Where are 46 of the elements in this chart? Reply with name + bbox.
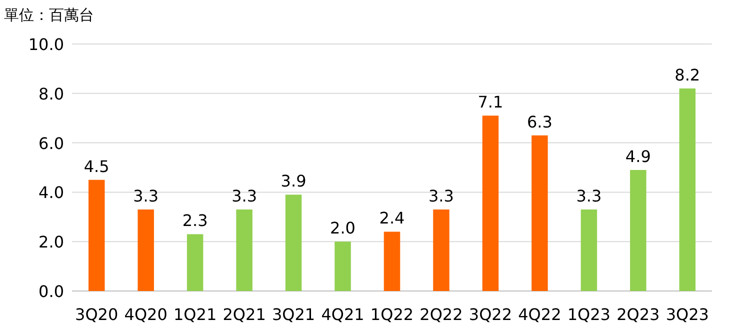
- x-tick-label: 2Q22: [420, 305, 463, 324]
- bar: [334, 242, 351, 291]
- data-label: 2.3: [182, 211, 208, 230]
- bar: [482, 116, 499, 291]
- bar: [433, 209, 450, 291]
- data-label: 3.3: [133, 186, 159, 206]
- bar: [532, 135, 548, 291]
- data-label: 4.9: [625, 146, 651, 166]
- bar: [236, 209, 252, 291]
- x-tick-label: 4Q22: [518, 305, 562, 324]
- x-tick-label: 1Q23: [567, 305, 610, 324]
- y-tick-label: 0.0: [38, 282, 64, 301]
- y-tick-label: 8.0: [38, 84, 64, 104]
- bar: [679, 88, 696, 291]
- data-label: 2.0: [330, 218, 356, 238]
- data-label: 8.2: [674, 65, 700, 84]
- y-tick-label: 2.0: [38, 232, 64, 252]
- bar: [384, 232, 400, 291]
- data-label: 6.3: [526, 112, 552, 132]
- bar: [88, 180, 105, 291]
- y-tick-label: 10.0: [28, 35, 64, 54]
- x-tick-label: 3Q22: [468, 305, 512, 324]
- x-tick-label: 2Q21: [222, 305, 266, 324]
- x-tick-label: 4Q21: [321, 305, 364, 324]
- bar: [630, 170, 646, 291]
- x-tick-label: 1Q21: [174, 305, 217, 324]
- x-tick-label: 4Q20: [124, 305, 168, 324]
- y-axis-title: 單位：百萬台: [4, 6, 94, 24]
- bar: [138, 209, 154, 291]
- y-tick-label: 4.0: [38, 183, 64, 202]
- x-tick-label: 3Q23: [666, 305, 709, 324]
- x-tick-label: 2Q23: [616, 305, 660, 324]
- x-tick-label: 3Q21: [272, 305, 316, 324]
- y-tick-label: 6.0: [38, 134, 64, 153]
- x-tick-label: 1Q22: [370, 305, 414, 324]
- bar: [285, 194, 302, 291]
- bar: [580, 209, 598, 291]
- data-label: 3.3: [576, 186, 602, 206]
- data-label: 3.3: [428, 186, 454, 206]
- data-label: 3.9: [280, 172, 306, 191]
- bar: [186, 234, 204, 291]
- data-label: 3.3: [232, 186, 258, 206]
- x-tick-label: 3Q20: [75, 305, 118, 324]
- data-label: 7.1: [478, 92, 504, 112]
- data-label: 4.5: [84, 156, 110, 176]
- data-label: 2.4: [379, 208, 405, 228]
